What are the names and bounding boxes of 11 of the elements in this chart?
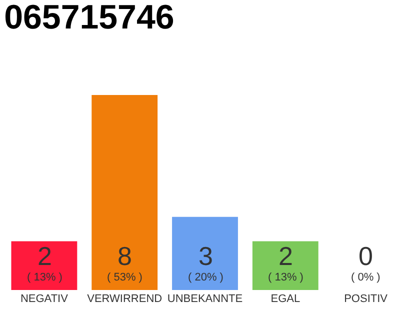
data-label: 2 ( 13% ) [268,241,304,284]
chart-title: 065715746 [4,0,174,37]
x-tick-label: EGAL [270,293,300,305]
data-label: 2 ( 13% ) [27,241,62,284]
x-tick-label: POSITIV [344,293,388,305]
x-tick-label: UNBEKANNTE [167,293,243,305]
data-label: 0 ( 0% ) [351,241,380,284]
data-label: 3 ( 20% ) [188,241,224,284]
data-label: 8 ( 53% ) [107,241,142,284]
x-tick-label: VERWIRREND [87,293,162,305]
x-tick-label: NEGATIV [20,293,69,305]
